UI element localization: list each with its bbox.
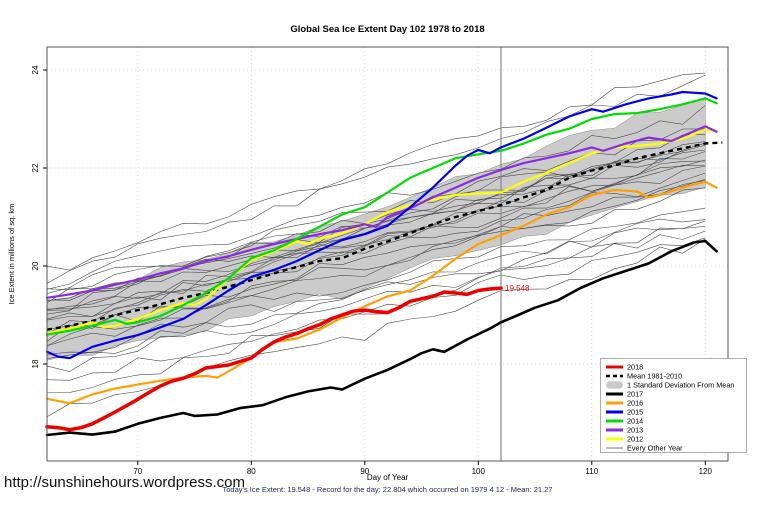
legend-item-label: 1 Standard Deviation From Mean (627, 381, 734, 390)
plot-border (46, 46, 729, 462)
series-line-2018 (45, 286, 503, 432)
mean-line (46, 141, 723, 331)
legend-item-label: 2014 (627, 417, 643, 426)
series-line-2013 (45, 125, 718, 299)
x-axis-label: Day of Year (366, 473, 409, 482)
other-year-line (46, 218, 706, 355)
x-tick-label: 90 (360, 467, 369, 476)
y-tick-label: 18 (31, 359, 40, 368)
y-tick-label: 20 (31, 261, 40, 270)
other-year-line (46, 164, 706, 310)
series-line-2015 (45, 90, 718, 360)
other-year-line (46, 230, 706, 372)
other-year-line (46, 172, 706, 335)
legend-box (600, 358, 747, 453)
other-year-line (46, 165, 706, 321)
other-year-line (46, 179, 706, 342)
other-year-line (46, 159, 706, 320)
value-annotation: 19.548 (505, 284, 530, 293)
legend-item-label: 2013 (627, 426, 643, 435)
other-year-line (46, 237, 706, 381)
other-year-line (46, 144, 706, 301)
legend-item-label: 2017 (627, 390, 643, 399)
y-axis-label: Ice Extent in millions of sq. km (7, 204, 16, 305)
y-tick-label: 24 (31, 65, 40, 74)
legend-item-label: Every Other Year (627, 444, 683, 453)
legend-item-label: 2015 (627, 408, 643, 417)
other-year-line (46, 72, 706, 271)
series-line-2016 (45, 180, 718, 405)
x-tick-label: 120 (699, 467, 713, 476)
x-tick-label: 110 (585, 467, 598, 476)
legend-item-label: 2012 (627, 435, 643, 444)
other-year-line (46, 187, 706, 347)
other-year-line (46, 207, 706, 347)
legend-swatch-band (606, 381, 623, 389)
legend-item-label: Mean 1981-2010 (627, 372, 682, 381)
y-tick-label: 22 (31, 163, 40, 172)
x-tick-label: 70 (133, 467, 142, 476)
other-year-line (46, 141, 706, 304)
other-year-line (46, 226, 706, 359)
series-line-2017 (45, 239, 718, 437)
other-year-line (46, 180, 706, 330)
other-year-line (46, 105, 706, 290)
footer-summary-text: Today's Ice Extent: 19.548 - Record for … (222, 485, 553, 494)
other-year-line (46, 74, 706, 284)
other-year-line (46, 220, 706, 393)
source-url-text: http://sunshinehours.wordpress.com (4, 474, 245, 491)
series-line-2014 (45, 97, 718, 336)
x-tick-label: 100 (472, 467, 486, 476)
legend-item-label: 2018 (627, 363, 643, 372)
x-tick-label: 80 (247, 467, 256, 476)
legend-item-label: 2016 (627, 399, 643, 408)
chart-title: Global Sea Ice Extent Day 102 1978 to 20… (290, 24, 485, 35)
